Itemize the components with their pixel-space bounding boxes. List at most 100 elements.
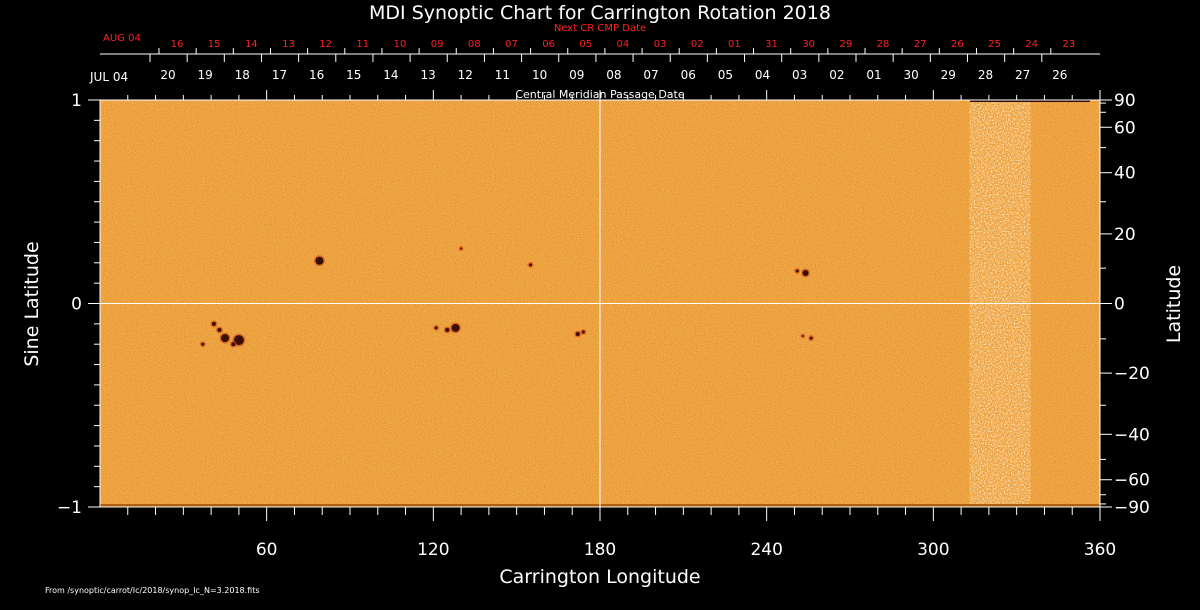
next-date-label: 07 [505,39,518,50]
next-date-label: 24 [1025,39,1038,50]
cmp-date-label: 05 [718,68,733,82]
sunspot [315,256,324,265]
cmp-date-label: 26 [1052,68,1067,82]
next-cmp-ticks: 16 15 14 13 12 11 10 09 08 07 06 05 04 03 02 01 31 30 29 28… [158,39,1075,54]
y-right-tick-label: 60 [1114,118,1136,138]
sunspot [201,342,205,346]
cmp-date-label: 02 [829,68,844,82]
next-date-label: 13 [282,39,295,50]
cmp-date-label: 18 [235,68,250,82]
y-right-tick-label: 90 [1114,91,1136,111]
sunspot [795,269,799,273]
y-right-tick-label: −60 [1114,471,1150,491]
sunspot [231,342,236,347]
cmp-date-label: 10 [532,68,547,82]
x-tick-label: 120 [417,540,449,560]
cmp-date-label: 03 [792,68,807,82]
y-left-tick-label: 0 [71,295,82,315]
sunspots [199,246,815,348]
sunspot [221,334,229,343]
cmp-date-label: 13 [420,68,435,82]
x-tick-label: 60 [256,540,278,560]
chart-title: MDI Synoptic Chart for Carrington Rotati… [369,2,831,24]
sunspot [451,323,460,332]
sunspot [801,335,804,338]
y-right-tick-label: 0 [1114,295,1125,315]
y-axis-right-label: Latitude [1163,265,1185,343]
x-tick-label: 240 [750,540,782,560]
cmp-date-label: 19 [198,68,213,82]
next-date-label: 25 [988,39,1001,50]
sunspot [802,269,809,276]
y-right-tick-label: −40 [1114,425,1150,445]
next-date-label: 06 [542,39,555,50]
cmp-date-label: 09 [569,68,584,82]
next-date-label: 28 [877,39,890,50]
source-footer: From /synoptic/carrot/Ic/2018/synop_Ic_N… [45,586,260,595]
cmp-date-label: 06 [681,68,696,82]
x-tick-label: 300 [917,540,949,560]
next-date-label: 30 [802,39,815,50]
next-date-label: 09 [431,39,444,50]
cmp-date-label: 29 [941,68,956,82]
next-date-label: 15 [208,39,221,50]
y-right-tick-label: 20 [1114,225,1136,245]
cmp-date-label: 27 [1015,68,1030,82]
next-date-label: 27 [914,39,927,50]
cmp-ticks: 20 19 18 17 16 15 14 13 12 11 10 09 08 07 06 05 04 03 02 01… [149,54,1067,82]
top-dark-strip [970,100,1090,102]
cmp-date-label: 20 [160,68,175,82]
cmp-month: JUL 04 [89,70,128,84]
cmp-date-label: 16 [309,68,324,82]
y-left-tick-label: 1 [71,91,82,111]
y-axis-right-ticks: −90 −60 −40 −20 0 20 40 60 90 [1100,91,1150,518]
y-right-tick-label: −90 [1114,498,1150,518]
cmp-date-label: 01 [866,68,881,82]
sunspot [529,263,533,267]
y-left-tick-label: −1 [57,498,82,518]
next-date-label: 31 [765,39,778,50]
x-tick-label: 180 [584,540,616,560]
next-date-label: 26 [951,39,964,50]
x-axis-label: Carrington Longitude [499,566,700,588]
next-cmp-month: AUG 04 [103,33,141,44]
next-cmp-label: Next CR CMP Date [554,23,646,34]
next-date-label: 03 [654,39,667,50]
cmp-date-label: 14 [383,68,398,82]
cmp-date-label: 11 [495,68,510,82]
next-date-label: 05 [579,39,592,50]
sunspot [445,327,450,332]
cmp-date-label: 12 [458,68,473,82]
y-axis-left-label: Sine Latitude [21,241,43,366]
next-date-label: 12 [319,39,332,50]
next-date-label: 11 [356,39,369,50]
next-date-label: 14 [245,39,258,50]
next-date-label: 04 [617,39,630,50]
next-date-label: 10 [394,39,407,50]
sunspot [217,327,222,332]
sunspot [211,321,216,326]
next-date-label: 01 [728,39,741,50]
sunspot [460,247,463,250]
cmp-date-label: 15 [346,68,361,82]
next-date-label: 16 [171,39,184,50]
cmp-date-label: 17 [272,68,287,82]
cmp-date-label: 07 [643,68,658,82]
x-axis-ticks: 60 120 180 240 300 360 [127,90,1116,560]
cmp-date-label: 08 [606,68,621,82]
y-right-tick-label: 40 [1114,164,1136,184]
cmp-date-label: 04 [755,68,770,82]
y-axis-left-ticks: −1 0 1 [57,91,100,518]
cmp-date-label: 28 [978,68,993,82]
next-date-label: 08 [468,39,481,50]
next-date-label: 02 [691,39,704,50]
y-right-tick-label: −20 [1114,364,1150,384]
x-tick-label: 360 [1084,540,1116,560]
cmp-date-label: 30 [904,68,919,82]
sunspot [434,326,438,330]
next-date-label: 29 [839,39,852,50]
sunspot [575,332,580,337]
sunspot [581,330,585,334]
sunspot [809,336,813,340]
